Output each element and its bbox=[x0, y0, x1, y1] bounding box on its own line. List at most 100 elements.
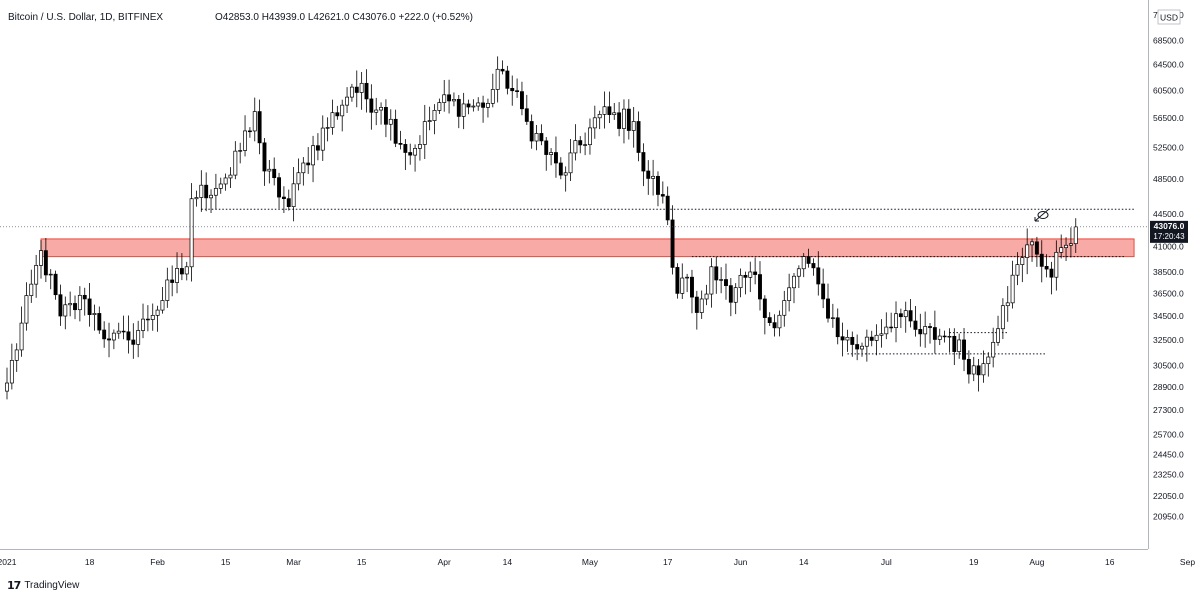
y-tick-label: 28900.0 bbox=[1153, 382, 1184, 392]
candle bbox=[641, 143, 646, 187]
candle bbox=[257, 99, 262, 155]
x-axis-ticks: 2021 18 Feb 15 Mar 15 Apr 14 May 17 Jun 14 Jul 19 Aug 1… bbox=[0, 557, 1195, 567]
candle bbox=[869, 330, 874, 347]
x-tick-label: 16 bbox=[1105, 557, 1115, 567]
candle bbox=[179, 253, 184, 281]
candle bbox=[291, 167, 296, 222]
candle bbox=[694, 290, 699, 330]
candle bbox=[748, 261, 753, 293]
candle bbox=[63, 296, 68, 330]
candle bbox=[622, 99, 626, 144]
candle bbox=[1005, 286, 1010, 322]
candle bbox=[325, 117, 330, 142]
y-tick-label: 44500.0 bbox=[1153, 209, 1184, 219]
candle bbox=[145, 305, 150, 332]
candle bbox=[1025, 228, 1030, 275]
candle bbox=[942, 330, 947, 343]
candle bbox=[602, 91, 607, 129]
candle bbox=[554, 136, 558, 178]
candle bbox=[9, 343, 14, 390]
y-tick-label: 32500.0 bbox=[1153, 335, 1184, 345]
y-tick-label: 25700.0 bbox=[1153, 429, 1184, 439]
y-tick-label: 24450.0 bbox=[1153, 449, 1184, 459]
candle bbox=[592, 105, 597, 139]
y-tick-label: 30500.0 bbox=[1153, 361, 1184, 371]
candle bbox=[267, 159, 272, 184]
candle bbox=[845, 329, 850, 352]
candle bbox=[675, 263, 680, 299]
candle bbox=[928, 323, 932, 344]
candle bbox=[976, 359, 981, 392]
candle bbox=[826, 283, 830, 323]
candle bbox=[175, 252, 179, 294]
candle bbox=[432, 104, 437, 135]
candle bbox=[612, 102, 617, 120]
last-price-value: 43076.0 bbox=[1154, 221, 1185, 231]
candle bbox=[1044, 254, 1049, 278]
candle bbox=[398, 130, 403, 150]
x-tick-label: Apr bbox=[438, 557, 451, 567]
candle bbox=[884, 312, 889, 340]
candle bbox=[403, 139, 408, 171]
candle bbox=[772, 314, 777, 337]
candle bbox=[889, 312, 894, 333]
candle bbox=[209, 189, 213, 213]
candle bbox=[709, 258, 714, 308]
candle bbox=[495, 56, 500, 103]
tradingview-branding[interactable]: 17 TradingView bbox=[7, 579, 79, 592]
candle bbox=[301, 157, 306, 186]
currency-selector[interactable]: USD bbox=[1157, 9, 1181, 25]
candle bbox=[660, 181, 665, 204]
candle bbox=[393, 109, 398, 148]
candle bbox=[801, 253, 806, 278]
candle bbox=[116, 322, 121, 339]
x-tick-label: 14 bbox=[503, 557, 513, 567]
candle bbox=[485, 98, 490, 118]
candle bbox=[340, 99, 345, 132]
candle bbox=[646, 160, 651, 195]
candle bbox=[121, 315, 126, 340]
y-tick-label: 23250.0 bbox=[1153, 470, 1184, 480]
candle bbox=[427, 106, 432, 131]
candle bbox=[816, 251, 821, 296]
resistance-zone[interactable] bbox=[40, 238, 1135, 258]
candle bbox=[451, 92, 456, 107]
candle bbox=[733, 283, 738, 315]
chart-header-symbol: Bitcoin / U.S. Dollar, 1D, BITFINEX bbox=[8, 12, 163, 23]
candle bbox=[738, 268, 743, 298]
y-tick-label: 48500.0 bbox=[1153, 174, 1184, 184]
x-tick-label: 17 bbox=[663, 557, 673, 567]
candle bbox=[466, 99, 471, 115]
candle bbox=[243, 115, 247, 157]
candle bbox=[286, 189, 291, 211]
candle bbox=[238, 142, 243, 164]
y-tick-label: 68500.0 bbox=[1153, 36, 1184, 46]
candle bbox=[24, 282, 29, 331]
candle bbox=[204, 172, 209, 212]
candle bbox=[636, 111, 641, 162]
candle bbox=[670, 205, 675, 275]
candle bbox=[359, 72, 364, 110]
candle bbox=[690, 269, 694, 314]
candle bbox=[1059, 234, 1064, 259]
candle bbox=[364, 69, 369, 113]
last-price-badge: 43076.0 17:20:43 bbox=[1150, 220, 1188, 243]
candle bbox=[442, 80, 447, 112]
candle bbox=[189, 183, 194, 282]
candle bbox=[417, 135, 422, 161]
candle bbox=[87, 282, 92, 327]
candle bbox=[651, 159, 656, 196]
candle bbox=[966, 350, 971, 384]
candle bbox=[413, 144, 418, 172]
candle bbox=[714, 256, 719, 294]
candle bbox=[383, 99, 388, 138]
candle bbox=[141, 303, 145, 339]
candle bbox=[656, 171, 660, 207]
y-tick-label: 41000.0 bbox=[1153, 242, 1184, 252]
x-tick-label: Sep bbox=[1180, 557, 1195, 567]
candle bbox=[1034, 236, 1039, 267]
candle bbox=[437, 98, 442, 114]
x-tick-label: Aug bbox=[1029, 557, 1044, 567]
